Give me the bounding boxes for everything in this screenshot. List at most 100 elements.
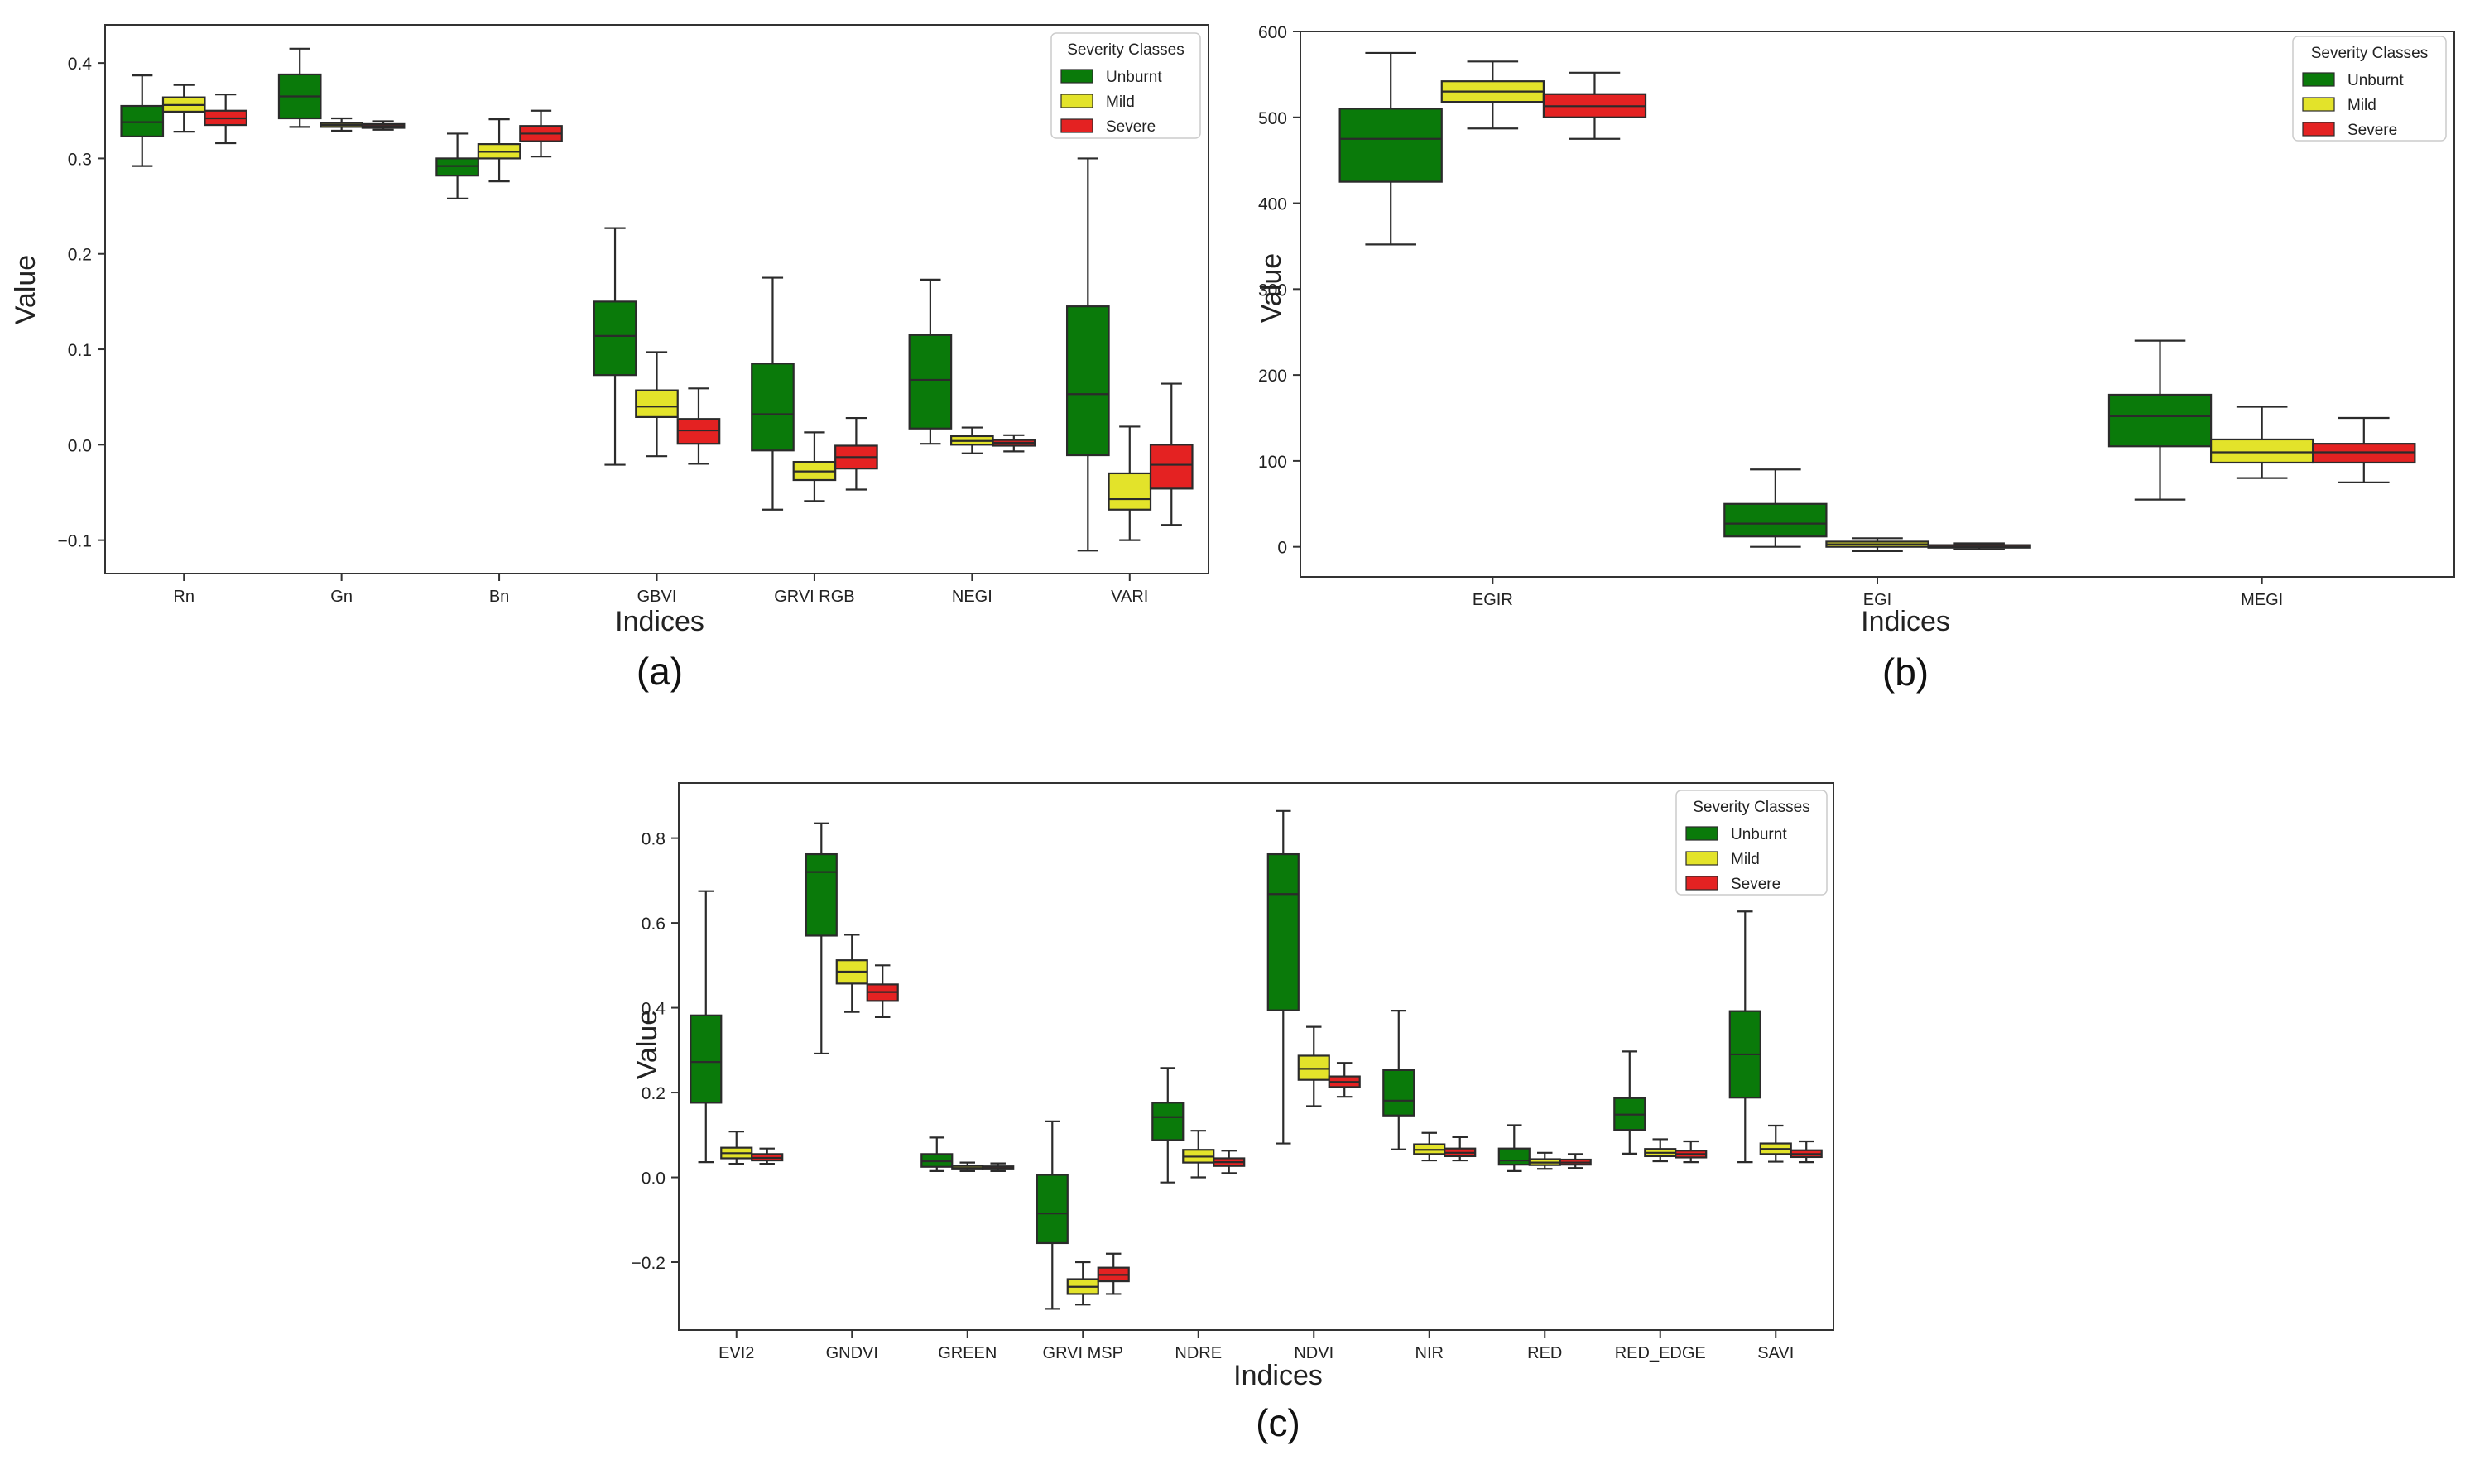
box-severe <box>204 94 248 145</box>
x-tick-label: NDVI <box>1294 1344 1334 1362</box>
box-unburnt <box>1382 1010 1415 1150</box>
legend-swatch-severe <box>1685 876 1718 891</box>
y-tick-label: 400 <box>1258 195 1287 214</box>
x-tick-label: Rn <box>173 588 195 606</box>
box-unburnt <box>1723 468 1828 548</box>
x-tick-label: EGIR <box>1473 591 1513 609</box>
y-tick-label: 0.4 <box>642 1000 666 1019</box>
box-body <box>751 363 795 452</box>
x-axis-label: Indices <box>615 606 704 637</box>
x-tick-label: GRVI RGB <box>774 588 854 606</box>
box-severe <box>2312 416 2416 483</box>
legend-swatch-mild <box>1685 851 1718 866</box>
box-body <box>676 418 721 445</box>
panel-caption: (b) <box>1882 651 1929 694</box>
box-severe <box>1559 1153 1592 1169</box>
box-body <box>593 300 637 377</box>
box-body <box>1382 1069 1415 1117</box>
box-unburnt <box>593 227 637 466</box>
plot-frame <box>678 782 1834 1331</box>
chart-c: −0.2 0.0 0.2 0.4 0.6 0.8 EVI2 GNDVI GREEN GRVI MS… <box>632 782 1834 1444</box>
box-body <box>1723 502 1828 538</box>
y-tick-label: 100 <box>1258 453 1287 472</box>
box-body <box>1149 444 1194 490</box>
box-mild <box>1108 425 1152 541</box>
box-body <box>908 334 953 430</box>
legend-swatch-unburnt <box>1685 826 1718 841</box>
box-body <box>1338 108 1443 183</box>
legend-label-mild: Mild <box>1731 851 1760 868</box>
box-severe <box>1097 1252 1130 1295</box>
box-body <box>2209 438 2314 464</box>
box-mild <box>792 431 837 502</box>
box-unburnt <box>920 1136 954 1172</box>
box-unburnt <box>751 276 795 511</box>
y-tick-label: −0.1 <box>58 532 92 551</box>
legend-frame <box>2292 36 2447 142</box>
y-tick-label: −0.2 <box>632 1254 666 1273</box>
box-unburnt <box>435 132 479 199</box>
box-severe <box>676 387 721 465</box>
box-body <box>435 157 479 177</box>
box-mild <box>1528 1151 1561 1170</box>
box-severe <box>1675 1140 1708 1164</box>
box-body <box>1151 1102 1185 1141</box>
x-tick-label: VARI <box>1111 588 1148 606</box>
box-severe <box>834 416 878 491</box>
box-mild <box>477 118 521 183</box>
x-tick-label: NEGI <box>952 588 992 606</box>
legend: Severity Classes Unburnt Mild Severe <box>2292 36 2447 142</box>
box-unburnt <box>120 74 165 167</box>
box-mild <box>1440 60 1545 130</box>
legend-label-severe: Severe <box>1106 118 1156 136</box>
box-severe <box>1149 382 1194 526</box>
box-unburnt <box>908 278 953 445</box>
x-axis-label: Indices <box>1233 1360 1323 1391</box>
y-tick-label: 0.4 <box>68 55 93 74</box>
y-tick-label: 0.3 <box>68 150 92 169</box>
x-tick-label: NIR <box>1415 1344 1444 1362</box>
box-mild <box>1413 1131 1446 1162</box>
legend-label-severe: Severe <box>2347 122 2397 139</box>
x-tick-label: Bn <box>489 588 509 606</box>
box-mild <box>1759 1124 1792 1163</box>
chart-b: 0 100 200 300 400 500 600 EGIR EGI MEGI Indices Val… <box>1256 23 2455 694</box>
x-tick-label: EGI <box>1863 591 1891 609</box>
legend-swatch-severe <box>1060 118 1093 133</box>
y-tick-label: 500 <box>1258 109 1287 128</box>
box-unburnt <box>277 47 322 128</box>
box-mild <box>1644 1138 1677 1163</box>
legend: Severity Classes Unburnt Mild Severe <box>1675 790 1828 896</box>
box-mild <box>720 1131 753 1165</box>
box-unburnt <box>1036 1120 1069 1310</box>
box-unburnt <box>1497 1124 1531 1172</box>
x-tick-label: GREEN <box>938 1344 997 1362</box>
box-body <box>1497 1147 1531 1166</box>
legend: Severity Classes Unburnt Mild Severe <box>1050 32 1201 139</box>
y-axis-label: Value <box>10 255 41 324</box>
x-tick-label: NDRE <box>1175 1344 1222 1362</box>
y-tick-label: 0.2 <box>642 1084 666 1103</box>
box-severe <box>519 109 563 158</box>
y-tick-label: 600 <box>1258 23 1287 42</box>
box-severe <box>1444 1136 1477 1162</box>
x-tick-label: EVI2 <box>718 1344 754 1362</box>
box-body <box>120 104 165 138</box>
box-body <box>1036 1174 1069 1245</box>
plot-frame <box>104 24 1209 574</box>
box-mild <box>1825 537 1929 552</box>
x-tick-label: GBVI <box>637 588 677 606</box>
x-tick-label: MEGI <box>2241 591 2283 609</box>
box-severe <box>866 964 899 1018</box>
box-unburnt <box>1613 1050 1646 1155</box>
panel-caption: (c) <box>1256 1401 1300 1444</box>
legend-swatch-mild <box>1060 94 1093 108</box>
legend-title: Severity Classes <box>1067 41 1185 59</box>
x-tick-label: GRVI MSP <box>1043 1344 1123 1362</box>
box-mild <box>951 1161 984 1172</box>
legend-title: Severity Classes <box>1693 799 1810 816</box>
box-severe <box>361 120 406 131</box>
legend-label-mild: Mild <box>1106 94 1135 111</box>
legend-swatch-unburnt <box>2302 72 2335 87</box>
box-unburnt <box>1266 809 1300 1145</box>
